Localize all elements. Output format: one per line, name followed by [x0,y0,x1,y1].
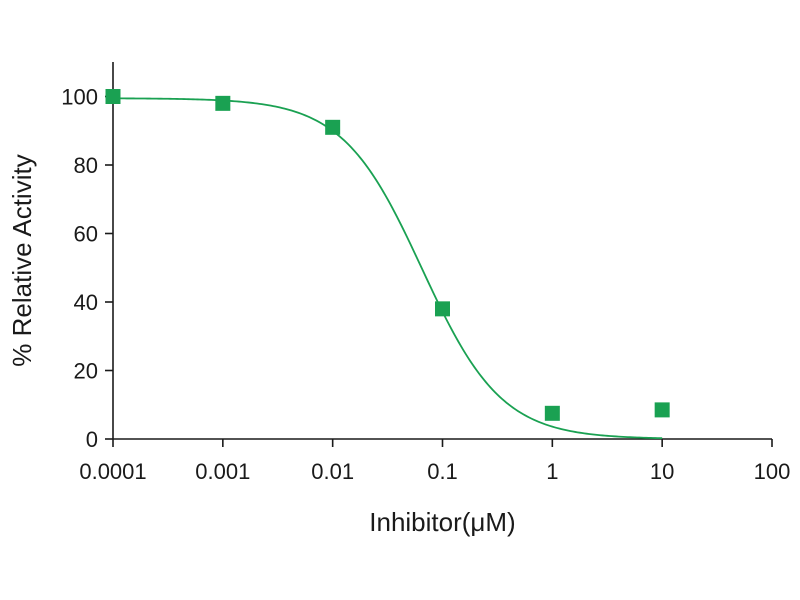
y-tick-label: 60 [74,222,98,247]
data-point [544,405,560,421]
data-point [215,95,231,111]
x-tick-label: 0.0001 [79,459,146,484]
y-tick-label: 40 [74,290,98,315]
x-tick-label: 100 [754,459,791,484]
data-point [325,119,341,135]
x-axis-title: Inhibitor(μM) [369,507,515,537]
data-point [435,301,450,317]
x-tick-label: 1 [546,459,558,484]
fit-curve [113,97,663,440]
x-tick-label: 0.001 [195,459,250,484]
x-tick-label: 0.1 [427,459,458,484]
x-tick-label: 0.01 [311,459,354,484]
y-tick-label: 20 [74,359,98,384]
y-tick-label: 0 [86,427,98,452]
data-point [654,402,670,418]
y-tick-label: 80 [74,153,98,178]
axes [112,62,772,440]
x-axis-ticks: 0.0001 0.001 0.01 0.1 1 10 100 [79,439,790,484]
data-points [105,89,670,421]
y-axis-ticks: 0 20 40 60 80 100 [61,85,113,452]
y-tick-label: 100 [61,85,98,110]
data-point [105,89,121,104]
y-axis-title: % Relative Activity [7,154,37,366]
x-tick-label: 10 [650,459,674,484]
